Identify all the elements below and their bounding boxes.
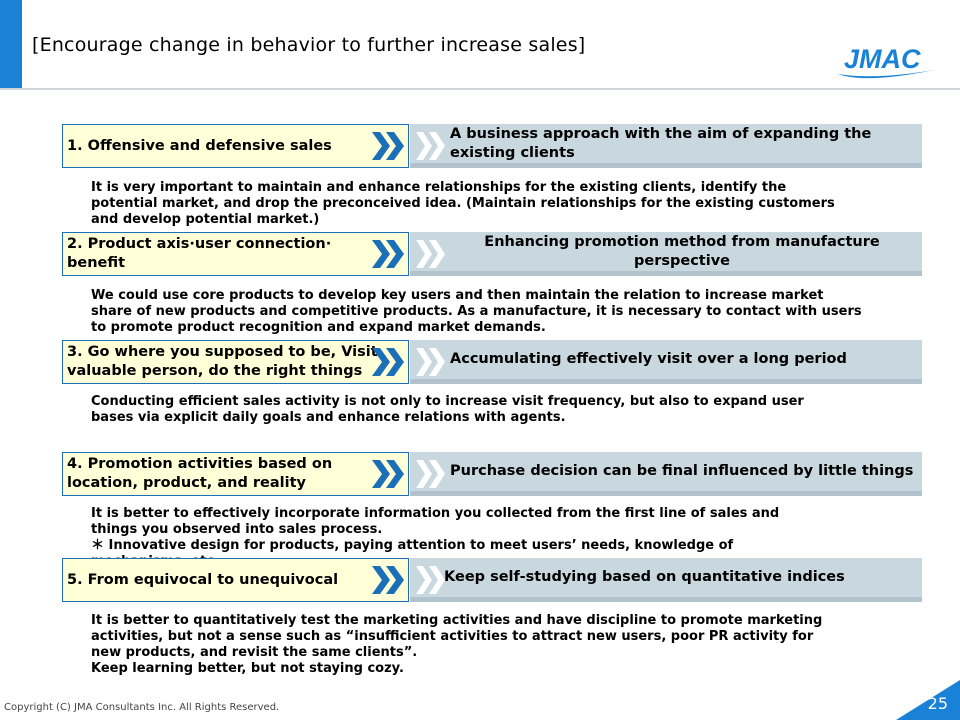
jmac-logo: JMAC (838, 44, 934, 79)
row-3-band: Accumulating effectively visit over a lo… (410, 340, 922, 384)
row-5-blue-chevron-icon (372, 566, 404, 594)
row-1-band: A business approach with the aim of expa… (410, 124, 922, 168)
copyright-text: Copyright (C) JMA Consultants Inc. All R… (4, 702, 280, 713)
row-1-white-chevron-icon (416, 132, 445, 160)
row-2-white-chevron-icon (416, 240, 445, 268)
row-3-description: Conducting efficient sales activity is n… (91, 394, 804, 425)
row-3-band-text: Accumulating effectively visit over a lo… (450, 351, 847, 367)
row-4-band-text: Purchase decision can be final influence… (450, 463, 914, 479)
row-2-band: Enhancing promotion method from manufact… (410, 232, 922, 276)
row-2-blue-chevron-icon (372, 240, 404, 268)
page-title: [Encourage change in behavior to further… (32, 34, 586, 56)
row-4-band: Purchase decision can be final influence… (410, 452, 922, 496)
logo-text: JMAC (844, 44, 921, 74)
row-3-label: 3. Go where you supposed to be, Visit va… (62, 340, 409, 384)
row-4-white-chevron-icon (416, 460, 445, 488)
row-5-white-chevron-icon (416, 566, 445, 594)
row-4-label: 4. Promotion activities based on locatio… (62, 452, 409, 496)
row-3-white-chevron-icon (416, 348, 445, 376)
row-1-blue-chevron-icon (372, 132, 404, 160)
row-2-band-text: Enhancing promotion method from manufact… (484, 233, 880, 269)
header-accent-bar (0, 0, 22, 88)
page-number: 25 (927, 694, 948, 713)
row-3-blue-chevron-icon (372, 348, 404, 376)
page-number-corner (896, 680, 960, 720)
header-divider (0, 88, 960, 90)
row-5-band: Keep self-studying based on quantitative… (410, 558, 922, 602)
row-2-description: We could use core products to develop ke… (91, 288, 862, 335)
row-5-label: 5. From equivocal to unequivocal (62, 558, 409, 602)
row-5-band-text: Keep self-studying based on quantitative… (444, 569, 845, 585)
row-2-label: 2. Product axis·user connection· benefit (62, 232, 409, 276)
row-1-label: 1. Offensive and defensive sales (62, 124, 409, 168)
row-1-description: It is very important to maintain and enh… (91, 180, 835, 227)
row-1-band-text: A business approach with the aim of expa… (450, 125, 872, 161)
row-5-description: It is better to quantitatively test the … (91, 613, 823, 676)
row-4-blue-chevron-icon (372, 460, 404, 488)
